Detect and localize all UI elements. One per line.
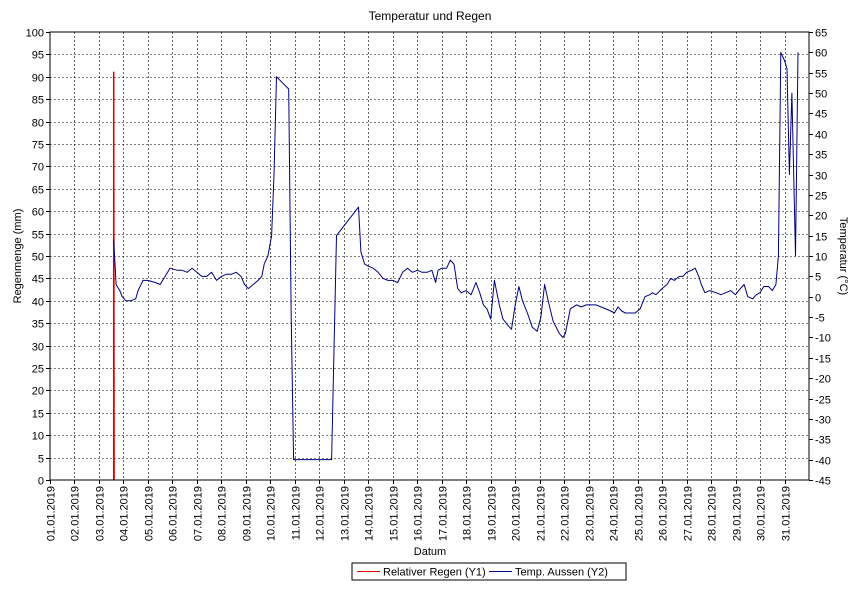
x-tick-label: 29.01.2019 bbox=[732, 486, 744, 541]
y2-axis-label: Temperatur (°C) bbox=[837, 217, 849, 295]
x-tick-label: 23.01.2019 bbox=[585, 486, 597, 541]
x-tick-label: 06.01.2019 bbox=[168, 486, 180, 541]
y2-tick-label: 35 bbox=[815, 150, 827, 162]
x-tick-label: 16.01.2019 bbox=[413, 486, 425, 541]
y2-tick-label: -25 bbox=[815, 395, 831, 407]
y1-tick-label: 35 bbox=[32, 319, 44, 331]
x-tick-label: 21.01.2019 bbox=[536, 486, 548, 541]
y2-tick-label: -45 bbox=[815, 476, 831, 488]
x-tick-label: 11.01.2019 bbox=[291, 486, 303, 540]
x-tick-label: 01.01.2019 bbox=[46, 486, 58, 541]
x-tick-label: 02.01.2019 bbox=[70, 486, 82, 541]
y1-tick-label: 20 bbox=[32, 386, 44, 398]
y1-tick-label: 5 bbox=[38, 454, 44, 466]
legend-label-regen: Relativer Regen (Y1) bbox=[383, 567, 486, 579]
y1-tick-label: 45 bbox=[32, 274, 44, 286]
x-tick-label: 13.01.2019 bbox=[340, 486, 352, 541]
y2-tick-label: 50 bbox=[815, 89, 827, 101]
y2-tick-label: 45 bbox=[815, 109, 827, 121]
y1-tick-label: 75 bbox=[32, 140, 44, 152]
x-tick-label: 24.01.2019 bbox=[609, 486, 621, 541]
x-tick-label: 07.01.2019 bbox=[193, 486, 205, 541]
y1-tick-label: 40 bbox=[32, 297, 44, 309]
y1-axis-label: Regenmenge (mm) bbox=[12, 209, 24, 304]
y1-tick-label: 90 bbox=[32, 73, 44, 85]
y2-axis: -45 -40 -35 -30 -25 -20 -15 -10 -5 0 5 10 15 20 25 30 35… bbox=[809, 28, 831, 488]
series-line-temp bbox=[113, 51, 799, 461]
x-tick-label: 26.01.2019 bbox=[658, 486, 670, 541]
y1-tick-label: 85 bbox=[32, 95, 44, 107]
x-tick-label: 27.01.2019 bbox=[683, 486, 695, 541]
y2-tick-label: 40 bbox=[815, 130, 827, 142]
x-tick-label: 08.01.2019 bbox=[217, 486, 229, 541]
x-axis: 01.01.2019 02.01.2019 03.01.2019 04.01.2019… bbox=[46, 480, 793, 541]
y2-tick-label: -30 bbox=[815, 415, 831, 427]
y2-tick-label: 25 bbox=[815, 191, 827, 203]
chart-title: Temperatur und Regen bbox=[369, 9, 492, 23]
y1-tick-label: 55 bbox=[32, 230, 44, 242]
y2-tick-label: -5 bbox=[815, 313, 825, 325]
y1-tick-label: 100 bbox=[26, 28, 44, 40]
y1-tick-label: 25 bbox=[32, 364, 44, 376]
x-tick-label: 09.01.2019 bbox=[242, 486, 254, 541]
x-tick-label: 03.01.2019 bbox=[95, 486, 107, 541]
x-tick-label: 17.01.2019 bbox=[438, 486, 450, 541]
grid bbox=[50, 32, 809, 480]
x-axis-label: Datum bbox=[414, 546, 446, 558]
y1-tick-label: 60 bbox=[32, 207, 44, 219]
x-tick-label: 18.01.2019 bbox=[462, 486, 474, 541]
x-tick-label: 15.01.2019 bbox=[389, 486, 401, 541]
y1-tick-label: 50 bbox=[32, 252, 44, 264]
series-layer bbox=[112, 51, 799, 481]
x-tick-label: 14.01.2019 bbox=[364, 486, 376, 541]
x-tick-label: 10.01.2019 bbox=[266, 486, 278, 541]
legend-label-temp: Temp. Aussen (Y2) bbox=[515, 567, 608, 579]
x-tick-label: 19.01.2019 bbox=[487, 486, 499, 541]
x-tick-label: 25.01.2019 bbox=[634, 486, 646, 541]
y2-tick-label: 30 bbox=[815, 171, 827, 183]
x-tick-label: 30.01.2019 bbox=[756, 486, 768, 541]
x-tick-label: 20.01.2019 bbox=[511, 486, 523, 541]
y1-tick-label: 0 bbox=[38, 476, 44, 488]
y1-tick-label: 95 bbox=[32, 50, 44, 62]
y2-tick-label: 60 bbox=[815, 48, 827, 60]
y2-tick-label: -10 bbox=[815, 333, 831, 345]
y2-tick-label: 15 bbox=[815, 232, 827, 244]
y1-tick-label: 80 bbox=[32, 118, 44, 130]
y2-tick-label: 55 bbox=[815, 69, 827, 81]
y1-tick-label: 15 bbox=[32, 409, 44, 421]
y1-tick-label: 65 bbox=[32, 185, 44, 197]
x-tick-label: 28.01.2019 bbox=[707, 486, 719, 541]
x-tick-label: 31.01.2019 bbox=[781, 486, 793, 541]
y2-tick-label: 0 bbox=[815, 293, 821, 305]
y2-tick-label: 20 bbox=[815, 211, 827, 223]
y1-tick-label: 70 bbox=[32, 162, 44, 174]
y2-tick-label: 5 bbox=[815, 272, 821, 284]
legend: Relativer Regen (Y1) Temp. Aussen (Y2) bbox=[351, 562, 627, 581]
y2-tick-label: -20 bbox=[815, 374, 831, 386]
y2-tick-label: 10 bbox=[815, 252, 827, 264]
x-tick-label: 05.01.2019 bbox=[144, 486, 156, 541]
y2-tick-label: -15 bbox=[815, 354, 831, 366]
y2-tick-label: -40 bbox=[815, 456, 831, 468]
x-tick-label: 22.01.2019 bbox=[560, 486, 572, 541]
y2-tick-label: 65 bbox=[815, 28, 827, 40]
x-tick-label: 04.01.2019 bbox=[119, 486, 131, 541]
y1-axis: 0 5 10 15 20 25 30 35 40 45 50 55 60 65 70 75 80 85 90 95 10… bbox=[26, 28, 50, 488]
x-tick-label: 12.01.2019 bbox=[315, 486, 327, 541]
y2-tick-label: -35 bbox=[815, 435, 831, 447]
y1-tick-label: 30 bbox=[32, 342, 44, 354]
y1-tick-label: 10 bbox=[32, 431, 44, 443]
